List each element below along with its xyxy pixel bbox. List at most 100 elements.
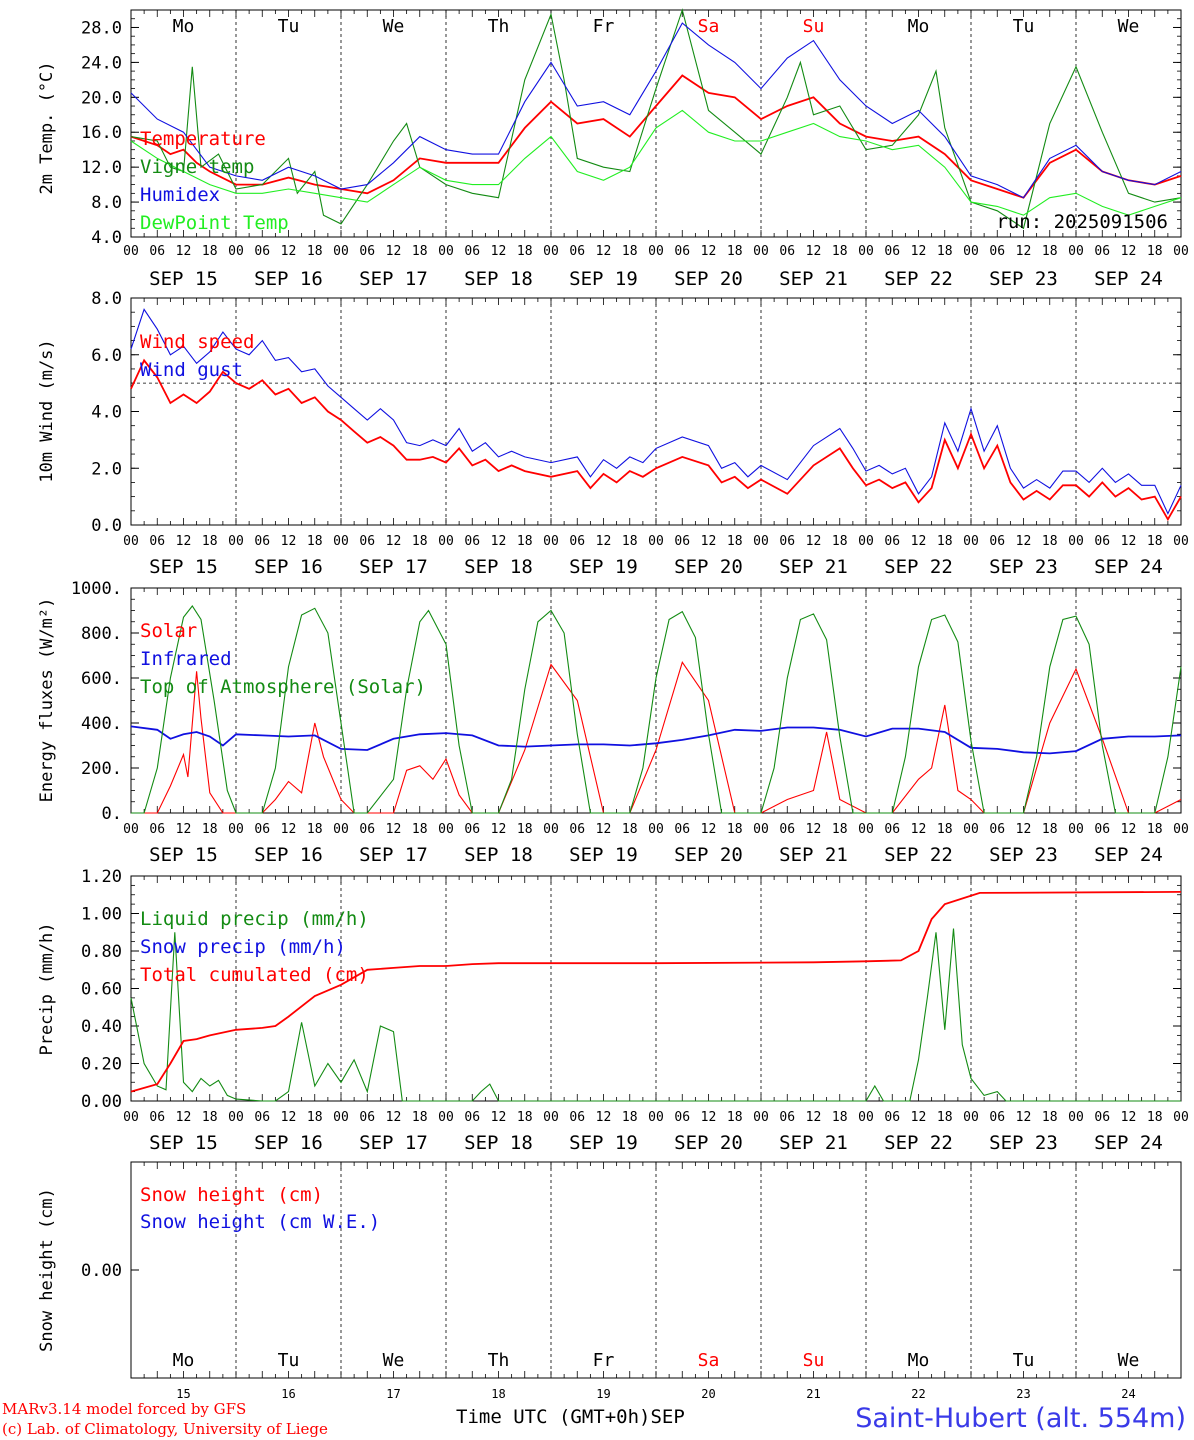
bottom-day-number: 15 (176, 1387, 190, 1401)
temperature-hour-label: 18 (307, 244, 323, 259)
energy-hour-label: 00 (858, 822, 874, 837)
precip-hour-label: 00 (1068, 1110, 1084, 1125)
temperature-hour-label: 06 (989, 244, 1005, 259)
temperature-date-label: SEP 22 (884, 268, 953, 290)
wind-hour-label: 12 (491, 534, 507, 549)
wind-ylabel: 10m Wind (m/s) (37, 339, 57, 482)
energy-date-label: SEP 20 (674, 844, 743, 866)
precip-hour-label: 12 (701, 1110, 717, 1125)
wind-hour-label: 00 (1173, 534, 1189, 549)
precip-date-label: SEP 21 (779, 1132, 848, 1154)
precip-hour-label: 00 (123, 1110, 139, 1125)
precip-hour-label: 18 (1042, 1110, 1058, 1125)
energy-hour-label: 12 (701, 822, 717, 837)
wind-legend-entry: Wind speed (140, 331, 254, 353)
snow-weekday-label: Fr (593, 1350, 615, 1371)
wind-hour-label: 18 (412, 534, 428, 549)
energy-date-label: SEP 19 (569, 844, 638, 866)
bottom-day-number: 24 (1121, 1387, 1135, 1401)
wind-date-label: SEP 15 (149, 556, 218, 578)
temperature-hour-label: 18 (727, 244, 743, 259)
energy-hour-label: 00 (438, 822, 454, 837)
wind-hour-label: 00 (123, 534, 139, 549)
temperature-hour-label: 00 (648, 244, 664, 259)
precip-hour-label: 12 (386, 1110, 402, 1125)
wind-hour-label: 00 (648, 534, 664, 549)
precip-hour-label: 06 (359, 1110, 375, 1125)
energy-date-label: SEP 23 (989, 844, 1058, 866)
precip-legend-entry: Snow precip (mm/h) (140, 936, 346, 958)
x-axis-month: SEP (650, 1406, 685, 1428)
wind-hour-label: 06 (884, 534, 900, 549)
energy-hour-label: 00 (753, 822, 769, 837)
temperature-hour-label: 00 (438, 244, 454, 259)
precip-hour-label: 00 (963, 1110, 979, 1125)
bottom-day-number: 22 (911, 1387, 925, 1401)
wind-ytick-label: 8.0 (91, 289, 122, 309)
snow-weekday-label: Mo (173, 1350, 195, 1371)
precip-date-label: SEP 22 (884, 1132, 953, 1154)
temperature-date-label: SEP 20 (674, 268, 743, 290)
energy-hour-label: 06 (359, 822, 375, 837)
energy-ytick-label: 1000. (71, 579, 122, 599)
run-label: run: 2025091506 (996, 211, 1168, 233)
energy-hour-label: 12 (176, 822, 192, 837)
wind-hour-label: 12 (806, 534, 822, 549)
wind-date-label: SEP 22 (884, 556, 953, 578)
x-axis-title: Time UTC (GMT+0h)SEP (456, 1406, 685, 1428)
precip-hour-label: 18 (517, 1110, 533, 1125)
energy-hour-label: 18 (517, 822, 533, 837)
snow-ylabel: Snow height (cm) (37, 1188, 57, 1352)
precip-series-line (130, 928, 1181, 1102)
temperature-date-label: SEP 23 (989, 268, 1058, 290)
energy-hour-label: 12 (1016, 822, 1032, 837)
precip-hour-label: 12 (596, 1110, 612, 1125)
precip-ytick-label: 0.80 (81, 942, 122, 962)
precip-hour-label: 12 (176, 1110, 192, 1125)
temperature-hour-label: 18 (832, 244, 848, 259)
precip-hour-label: 00 (543, 1110, 559, 1125)
temperature-hour-label: 18 (1042, 244, 1058, 259)
temperature-hour-label: 06 (254, 244, 270, 259)
wind-date-label: SEP 24 (1094, 556, 1163, 578)
precip-date-label: SEP 20 (674, 1132, 743, 1154)
energy-date-label: SEP 15 (149, 844, 218, 866)
temperature-hour-label: 00 (123, 244, 139, 259)
temperature-weekday-label: We (1118, 16, 1140, 37)
x-axis-title-text: Time UTC (GMT+0h) (456, 1406, 651, 1428)
wind-hour-label: 12 (911, 534, 927, 549)
wind-ytick-label: 2.0 (91, 459, 122, 479)
energy-hour-label: 12 (911, 822, 927, 837)
precip-ylabel: Precip (mm/h) (37, 922, 57, 1055)
temperature-date-label: SEP 17 (359, 268, 428, 290)
precip-hour-label: 18 (307, 1110, 323, 1125)
wind-hour-label: 12 (176, 534, 192, 549)
precip-hour-label: 12 (911, 1110, 927, 1125)
temperature-hour-label: 06 (884, 244, 900, 259)
wind-hour-label: 06 (569, 534, 585, 549)
energy-hour-label: 06 (674, 822, 690, 837)
wind-hour-label: 18 (202, 534, 218, 549)
energy-hour-label: 18 (622, 822, 638, 837)
temperature-weekday-label: Sa (698, 16, 720, 37)
wind-ytick-label: 6.0 (91, 346, 122, 366)
energy-hour-label: 06 (1094, 822, 1110, 837)
wind-hour-label: 00 (438, 534, 454, 549)
precip-date-label: SEP 17 (359, 1132, 428, 1154)
energy-hour-label: 06 (464, 822, 480, 837)
precip-date-label: SEP 15 (149, 1132, 218, 1154)
wind-hour-label: 12 (596, 534, 612, 549)
precip-hour-label: 06 (569, 1110, 585, 1125)
energy-hour-label: 18 (412, 822, 428, 837)
energy-hour-label: 06 (779, 822, 795, 837)
wind-hour-label: 12 (281, 534, 297, 549)
snow-weekday-label: We (1118, 1350, 1140, 1371)
precip-hour-label: 06 (1094, 1110, 1110, 1125)
temperature-hour-label: 06 (464, 244, 480, 259)
wind-hour-label: 12 (386, 534, 402, 549)
energy-hour-label: 06 (149, 822, 165, 837)
wind-hour-label: 18 (517, 534, 533, 549)
temperature-legend-entry: Humidex (140, 184, 220, 206)
wind-date-label: SEP 17 (359, 556, 428, 578)
temperature-series-line (130, 8, 1182, 230)
